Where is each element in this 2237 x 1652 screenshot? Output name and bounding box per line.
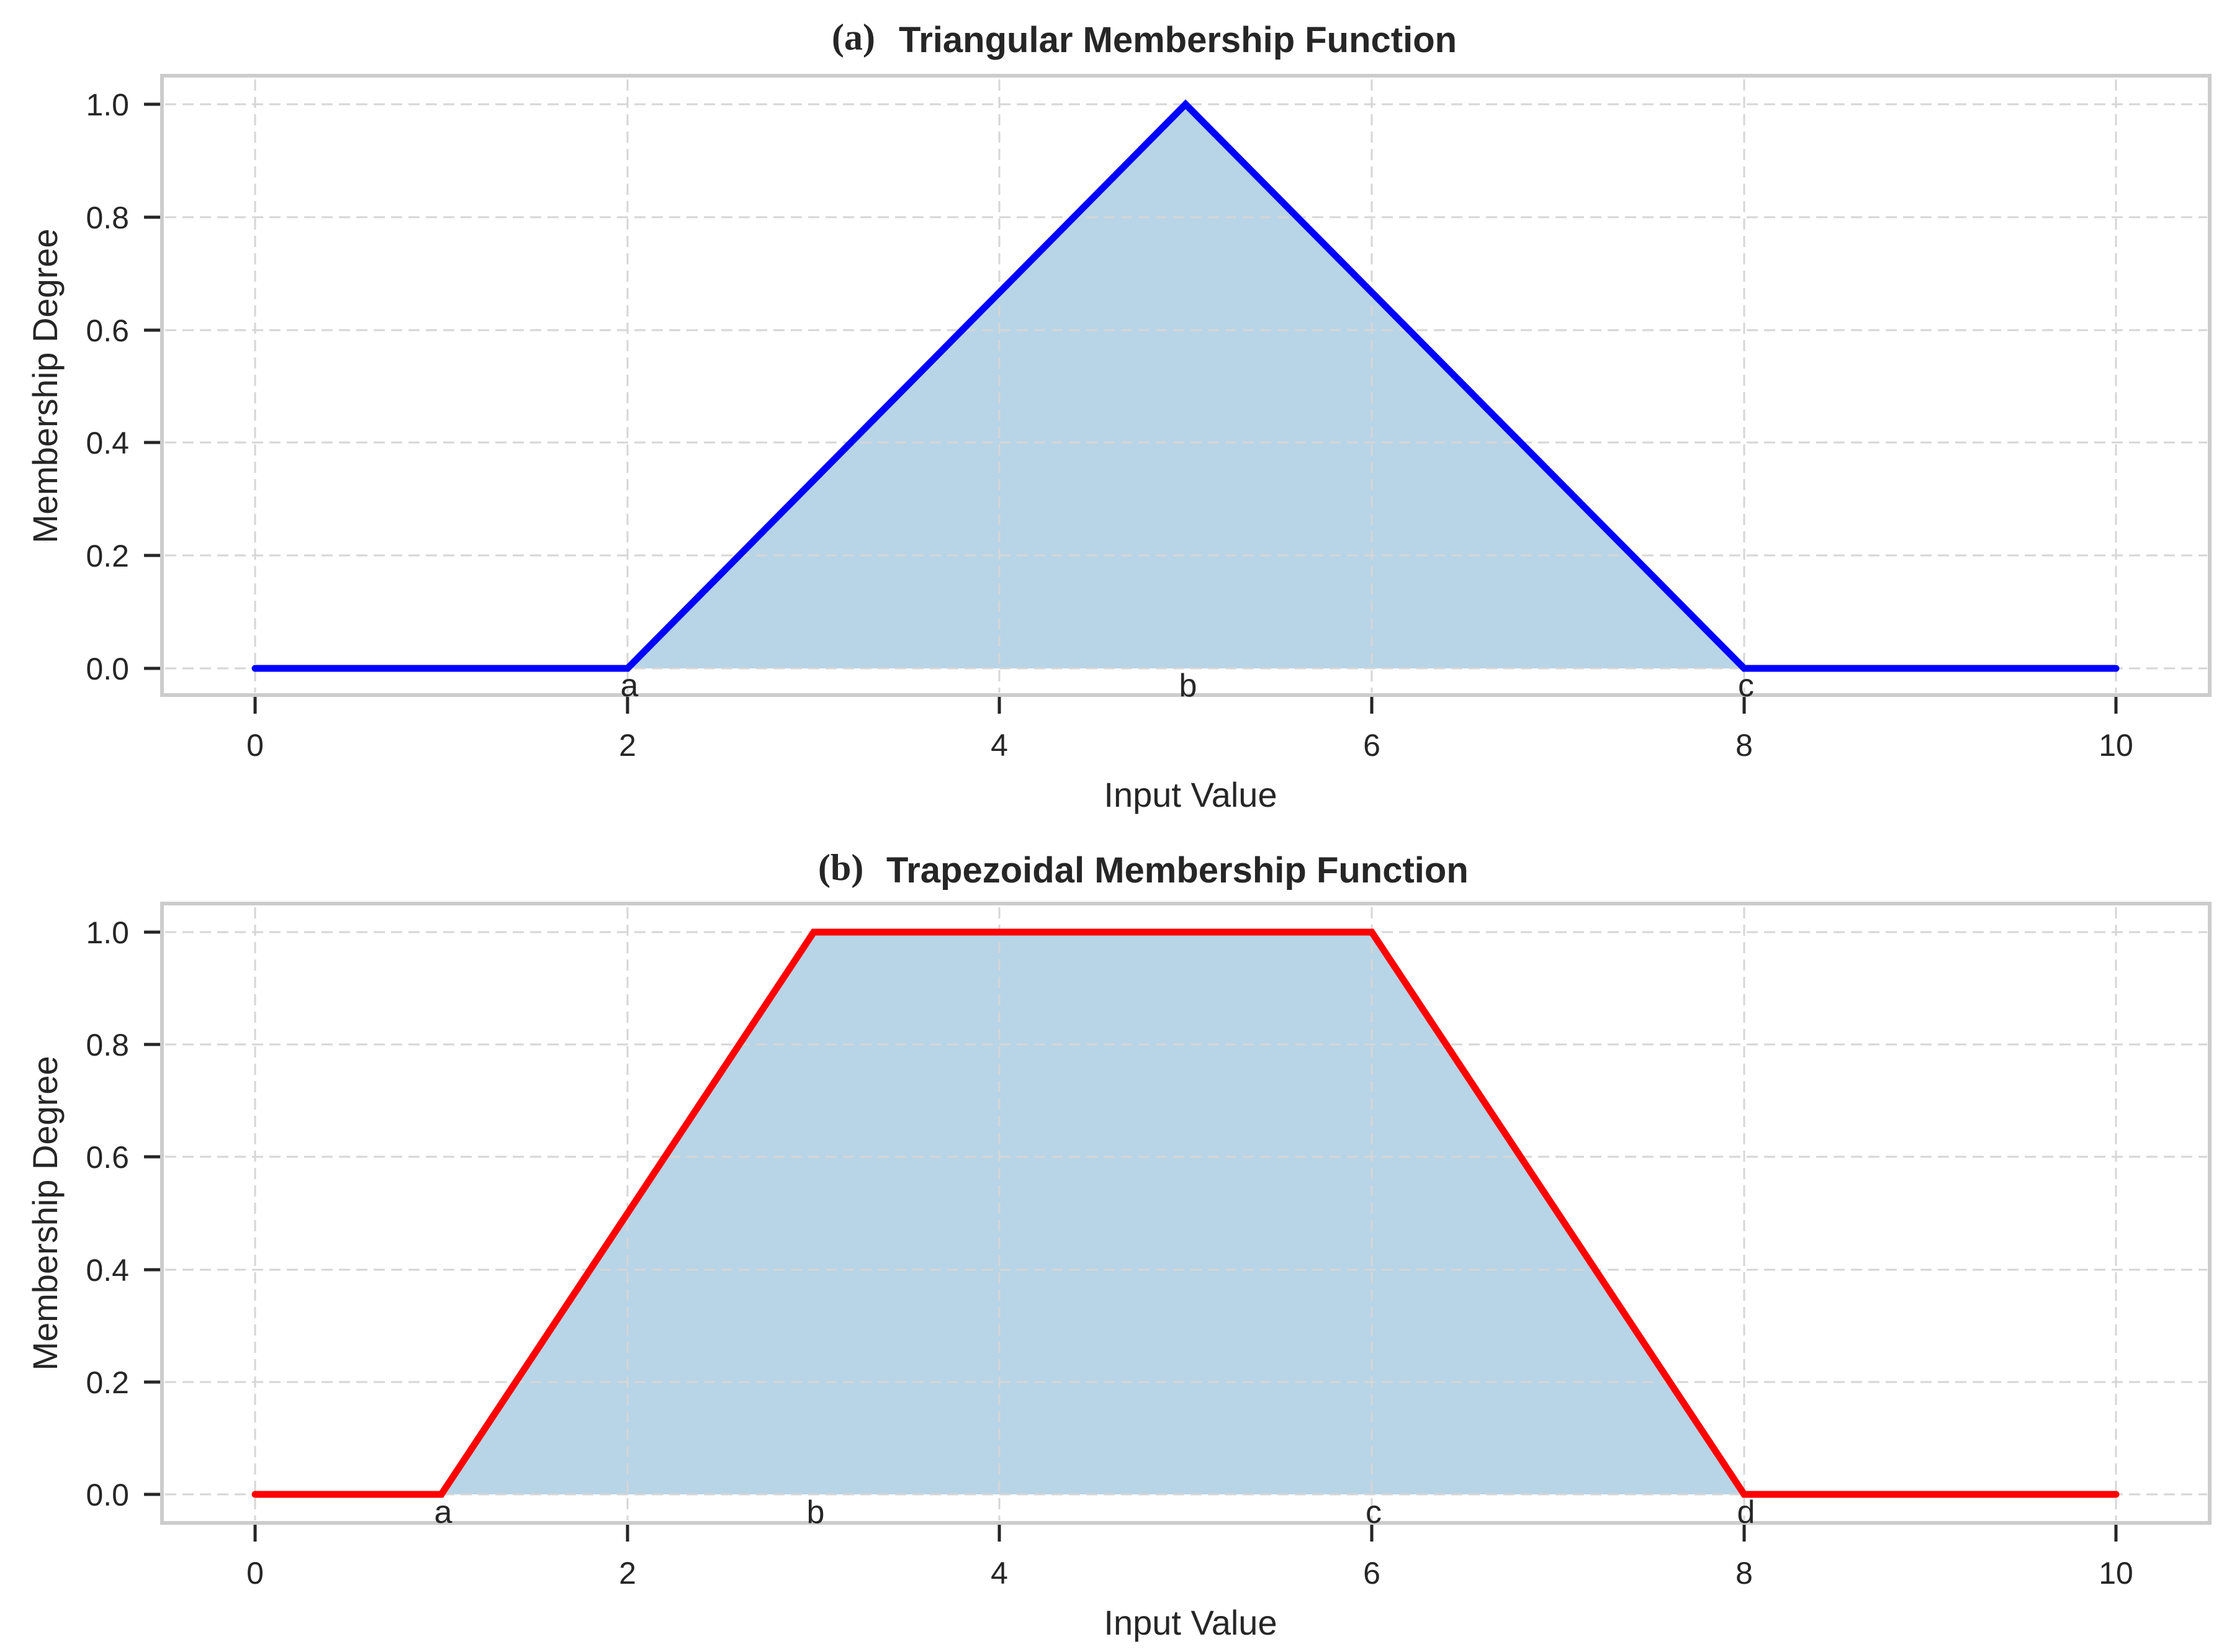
param-label-c: c	[1738, 668, 1754, 704]
panel-a-axes-frame	[160, 74, 2212, 697]
y-tick-label: 0.6	[86, 313, 129, 348]
y-tick-label: 1.0	[86, 915, 129, 950]
panel-b-y-axis: 1.0 0.8 0.6 0.4 0.2 0.0 Membership Degre…	[25, 915, 160, 1512]
y-tick-label: 0.4	[86, 426, 129, 460]
panel-b-title: Trapezoidal Membership Function	[886, 850, 1469, 891]
param-label-b: b	[1179, 668, 1197, 704]
x-tick-label: 10	[2099, 1556, 2133, 1591]
panel-b-membership-line	[251, 928, 2120, 1498]
panel-b-trapezoidal: (b) Trapezoidal Membership Function	[25, 847, 2212, 1642]
x-tick-label: 8	[1735, 728, 1753, 763]
panel-b-tag: (b)	[818, 847, 863, 888]
x-tick-label: 4	[991, 1556, 1008, 1591]
param-label-a: a	[621, 668, 639, 704]
panel-a-title: Triangular Membership Function	[899, 20, 1457, 60]
panel-a-xlabel: Input Value	[1104, 775, 1277, 814]
x-tick-label: 4	[991, 728, 1008, 763]
panel-b-parameter-labels: a b c d	[434, 1494, 1755, 1530]
x-tick-label: 2	[619, 1556, 636, 1591]
x-tick-label: 6	[1363, 1556, 1380, 1591]
y-tick-label: 0.6	[86, 1140, 129, 1175]
y-tick-label: 0.2	[86, 1365, 129, 1400]
x-tick-label: 2	[619, 728, 636, 763]
y-tick-label: 0.0	[86, 1478, 129, 1512]
x-tick-label: 10	[2099, 728, 2133, 763]
panel-a-fill-area	[628, 104, 1744, 668]
param-label-c: c	[1366, 1494, 1382, 1530]
param-label-d: d	[1737, 1494, 1755, 1530]
x-tick-label: 8	[1735, 1556, 1753, 1591]
panel-b-x-axis: 0 2 4 6 8 10 Input Value	[246, 1525, 2133, 1642]
panel-a-membership-line	[251, 99, 2120, 672]
param-label-a: a	[434, 1494, 452, 1530]
param-label-b: b	[807, 1494, 825, 1530]
panel-a-triangular: (a) Triangular Membership Function	[25, 17, 2212, 814]
panel-a-tag: (a)	[832, 17, 875, 58]
y-tick-label: 0.8	[86, 200, 129, 235]
panel-b-axes-frame	[160, 902, 2212, 1525]
y-tick-label: 1.0	[86, 88, 129, 122]
panel-a-x-axis: 0 2 4 6 8 10 Input Value	[246, 697, 2133, 814]
panel-b-fill-area	[441, 932, 1744, 1494]
y-tick-label: 0.2	[86, 539, 129, 573]
x-tick-label: 0	[246, 728, 264, 763]
panel-a-ylabel: Membership Degree	[25, 228, 65, 543]
y-tick-label: 0.8	[86, 1028, 129, 1062]
x-tick-label: 0	[246, 1556, 264, 1591]
x-tick-label: 6	[1363, 728, 1380, 763]
panel-a-parameter-labels: a b c	[621, 668, 1754, 704]
panel-a-y-axis: 1.0 0.8 0.6 0.4 0.2 0.0 Membership Degre…	[25, 88, 160, 686]
y-tick-label: 0.0	[86, 652, 129, 686]
panel-b-xlabel: Input Value	[1104, 1603, 1277, 1642]
panel-b-ylabel: Membership Degree	[25, 1056, 65, 1370]
panel-b-grid	[165, 907, 2207, 1520]
y-tick-label: 0.4	[86, 1253, 129, 1288]
